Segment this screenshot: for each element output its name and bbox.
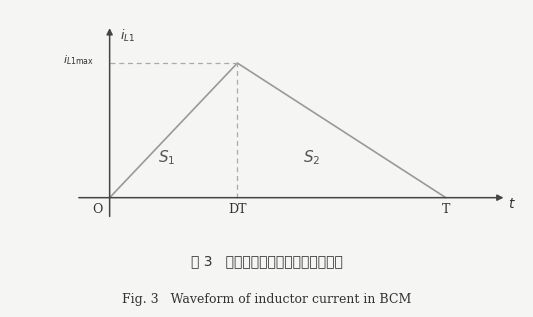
Text: Fig. 3   Waveform of inductor current in BCM: Fig. 3 Waveform of inductor current in B… <box>122 293 411 306</box>
Text: T: T <box>442 203 450 216</box>
Text: $t$: $t$ <box>508 197 516 211</box>
Text: O: O <box>93 203 103 216</box>
Text: $S_1$: $S_1$ <box>158 148 175 167</box>
Text: DT: DT <box>228 203 247 216</box>
Text: $i_{L1\rm{max}}$: $i_{L1\rm{max}}$ <box>63 54 94 67</box>
Text: 图 3   临界导通模式下的电感电流波形: 图 3 临界导通模式下的电感电流波形 <box>191 255 342 268</box>
Text: $S_2$: $S_2$ <box>303 148 320 167</box>
Text: $i_{L1}$: $i_{L1}$ <box>120 28 135 44</box>
